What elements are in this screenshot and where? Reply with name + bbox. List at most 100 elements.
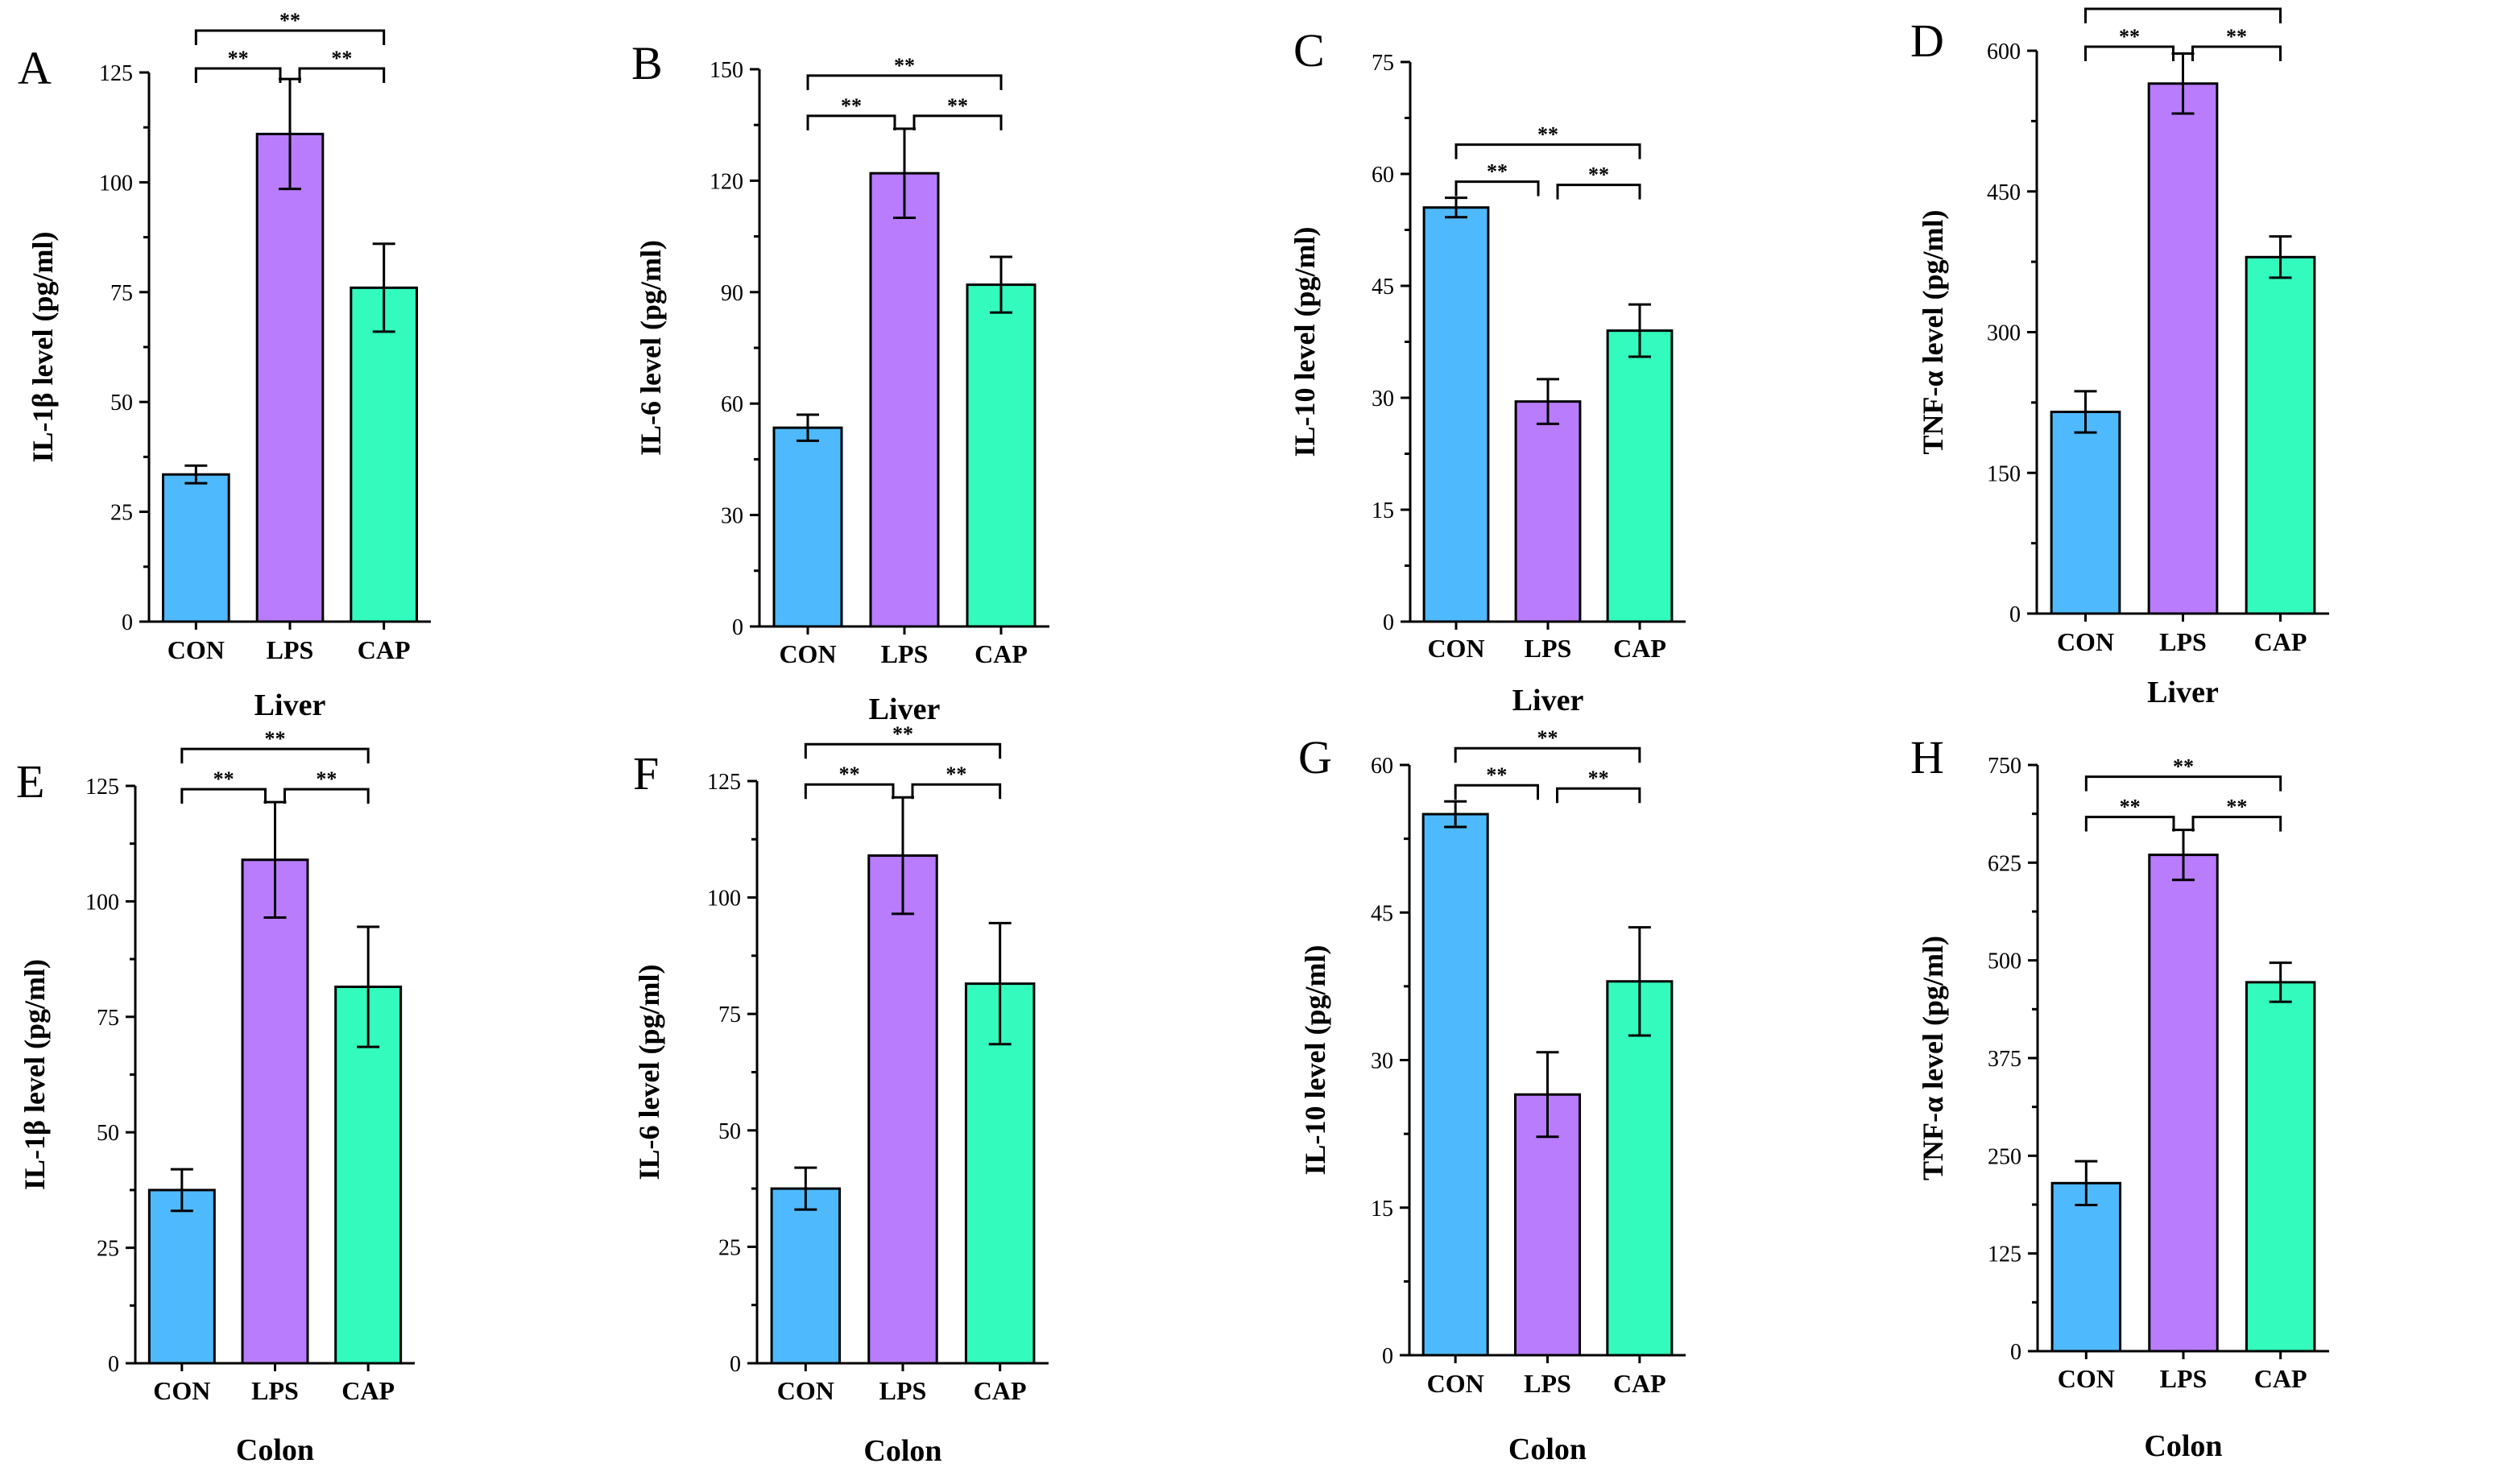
y-tick-label: 0	[2009, 602, 2021, 627]
x-tick-label-lps: LPS	[881, 639, 929, 668]
significance-label: **	[1486, 763, 1507, 787]
significance-bracket	[180, 747, 370, 764]
bracket-line	[806, 74, 1003, 90]
significance-label: **	[892, 722, 913, 746]
significance-label: **	[894, 54, 915, 77]
y-tick-label: 30	[1372, 387, 1394, 411]
x-tick-label-con: CON	[2057, 627, 2114, 656]
significance-label: **	[2173, 0, 2194, 10]
x-axis-title: Liver	[1512, 684, 1584, 717]
bar-con	[147, 1189, 216, 1365]
y-axis-title: IL-1β level (pg/ml)	[19, 959, 51, 1190]
y-tick-label: 0	[1382, 1344, 1393, 1369]
panel-letter: D	[1910, 14, 1944, 67]
y-tick-label: 375	[1988, 1047, 2021, 1072]
y-tick-label: 45	[1371, 901, 1393, 926]
significance-label: **	[331, 47, 352, 70]
bar-cap	[1606, 329, 1674, 623]
significance-label: **	[947, 94, 968, 118]
error-bar-con	[170, 1168, 193, 1213]
significance-bracket	[1454, 180, 1540, 196]
y-tick-label: 125	[85, 775, 119, 800]
y-tick-label: 450	[1987, 180, 2021, 205]
significance-label: **	[1537, 726, 1558, 750]
bar-lps	[241, 858, 309, 1365]
panel-g: G 0 15 30 45 60 CON LPS CAP Colon IL-10 level (pg/…	[1298, 726, 1686, 1466]
x-tick-label-cap: CAP	[974, 639, 1028, 668]
significance-label: **	[265, 727, 286, 750]
error-bar-cap	[990, 255, 1012, 314]
x-tick-label-cap: CAP	[1613, 1369, 1666, 1398]
y-tick-label: 125	[707, 770, 741, 795]
bracket-line	[2191, 45, 2282, 61]
y-tick-label: 50	[97, 1121, 119, 1146]
error-bar-con	[2075, 1160, 2098, 1206]
x-axis-title: Liver	[254, 688, 326, 722]
y-tick-label: 100	[707, 887, 741, 912]
panel-c: C 0 15 30 45 60 75 CON LPS CAP Liver IL-10 level (p…	[1289, 24, 1686, 717]
error-bar-cap	[372, 242, 395, 333]
y-tick-label: 15	[1372, 498, 1394, 523]
bar-lps	[869, 172, 940, 628]
error-bar-con	[1444, 800, 1467, 829]
y-tick-label: 50	[110, 391, 133, 415]
significance-label: **	[213, 767, 234, 791]
error-bar-con	[794, 1166, 817, 1211]
x-axis-title: Colon	[2144, 1429, 2222, 1463]
y-tick-label: 25	[97, 1237, 119, 1262]
significance-label: **	[2120, 796, 2141, 819]
y-tick-label: 50	[718, 1119, 741, 1144]
bracket-line	[283, 788, 370, 804]
bracket-line	[194, 67, 282, 83]
significance-label: **	[2226, 796, 2247, 819]
y-tick-label: 100	[99, 171, 133, 196]
bracket-line	[2191, 816, 2282, 832]
y-axis-title: IL-6 level (pg/ml)	[635, 240, 667, 456]
y-tick-label: 45	[1372, 275, 1394, 300]
bracket-line	[1556, 184, 1641, 200]
significance-label: **	[2119, 25, 2140, 48]
bracket-line	[2084, 816, 2175, 832]
x-axis-title: Colon	[1508, 1432, 1587, 1466]
bar-con	[772, 426, 843, 628]
y-tick-label: 0	[108, 1352, 119, 1377]
x-tick-label-con: CON	[1427, 1369, 1484, 1398]
y-tick-label: 500	[1988, 949, 2021, 974]
bar-con	[162, 473, 230, 623]
significance-bracket	[2084, 775, 2282, 792]
significance-bracket	[1454, 746, 1641, 763]
y-axis-title: TNF-α level (pg/ml)	[1917, 936, 1949, 1180]
panel-f: F 0 25 50 75 100 125 CON LPS CAP Colon IL-6 level (…	[633, 722, 1049, 1468]
significance-bracket	[2191, 45, 2282, 61]
bracket-line	[804, 742, 1002, 759]
significance-label: **	[228, 47, 249, 70]
significance-label: **	[946, 763, 966, 786]
significance-bracket	[1454, 143, 1641, 159]
x-tick-label-lps: LPS	[251, 1376, 299, 1405]
bar-lps	[2147, 82, 2219, 615]
significance-bracket	[911, 783, 1002, 800]
y-axis-title: TNF-α level (pg/ml)	[1917, 209, 1949, 454]
y-tick-label: 750	[1988, 754, 2021, 779]
bar-con	[2050, 1181, 2122, 1353]
y-tick-label: 0	[2010, 1340, 2021, 1365]
bracket-line	[180, 788, 267, 804]
y-tick-label: 15	[1371, 1197, 1393, 1222]
bar-cap	[966, 283, 1037, 628]
x-tick-label-con: CON	[1427, 634, 1484, 663]
error-bar-cap	[1628, 926, 1651, 1037]
bracket-line	[1454, 180, 1540, 196]
x-tick-label-con: CON	[168, 635, 225, 664]
significance-bracket	[180, 788, 267, 804]
significance-bracket	[1454, 783, 1539, 800]
significance-bracket	[2084, 7, 2282, 23]
significance-label: **	[839, 763, 860, 786]
error-bar-lps	[263, 800, 287, 919]
significance-label: **	[1487, 160, 1508, 184]
bracket-line	[180, 747, 370, 764]
panel-letter: F	[633, 747, 659, 800]
error-bar-lps	[893, 127, 916, 220]
bracket-line	[298, 67, 386, 83]
error-bar-lps	[2171, 52, 2195, 115]
